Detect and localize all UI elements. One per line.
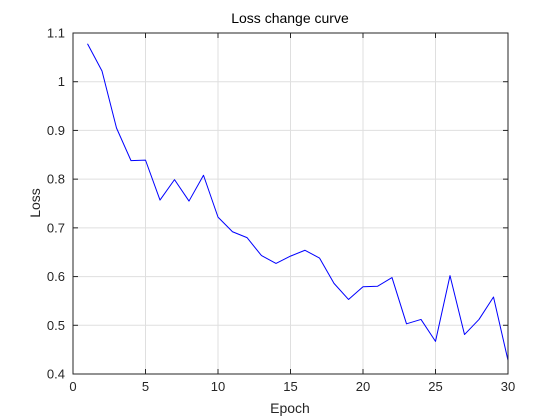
tick-labels: 0 5 10 15 20 25 30 0.4 0.5 0.6 0.7 0.8 0.9 1 1.1 <box>47 26 515 395</box>
y-tick-label: 0.7 <box>47 220 65 235</box>
y-tick-label: 1.1 <box>47 26 65 41</box>
series-layer <box>87 43 509 361</box>
y-tick-label: 0.9 <box>47 123 65 138</box>
y-axis-title: Loss <box>27 188 43 218</box>
x-tick-label: 30 <box>501 379 515 394</box>
x-tick-label: 20 <box>356 379 370 394</box>
grid <box>72 32 509 375</box>
y-tick-label: 0.6 <box>47 269 65 284</box>
y-tick-label: 1 <box>58 74 65 89</box>
x-tick-label: 15 <box>283 379 297 394</box>
chart-title: Loss change curve <box>231 10 349 26</box>
y-tick-label: 0.8 <box>47 172 65 187</box>
ticks <box>72 32 509 375</box>
x-tick-label: 10 <box>211 379 225 394</box>
x-tick-label: 5 <box>142 379 149 394</box>
x-axis-title: Epoch <box>270 400 310 416</box>
loss-series-line <box>87 43 509 361</box>
y-tick-label: 0.4 <box>47 367 65 382</box>
x-tick-label: 0 <box>69 379 76 394</box>
x-tick-label: 25 <box>428 379 442 394</box>
y-tick-label: 0.5 <box>47 318 65 333</box>
